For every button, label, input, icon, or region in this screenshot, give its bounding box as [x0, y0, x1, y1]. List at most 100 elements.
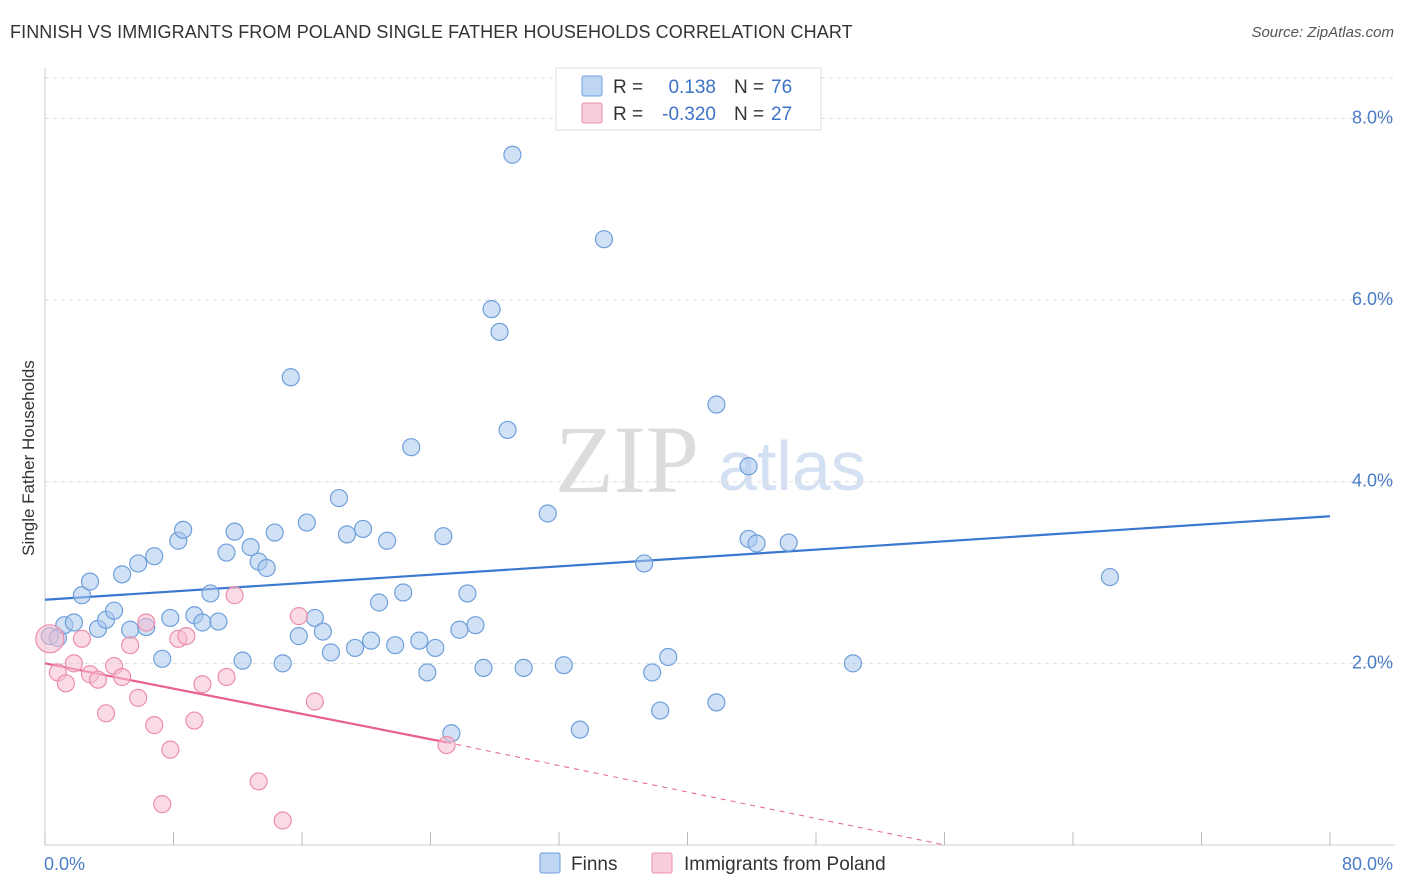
- point-finns: [321, 643, 341, 662]
- point-finns: [490, 322, 509, 341]
- point-finns: [112, 565, 132, 584]
- point-poland: [305, 692, 324, 711]
- point-finns: [193, 613, 212, 632]
- point-finns: [739, 457, 758, 476]
- point-finns: [353, 519, 373, 539]
- point-finns: [503, 145, 522, 164]
- point-poland: [121, 636, 140, 655]
- trend-line-poland: [44, 662, 447, 744]
- point-finns: [843, 654, 863, 673]
- point-finns: [370, 593, 389, 612]
- bottom-legend-swatch-poland: [651, 852, 673, 874]
- point-finns: [482, 300, 501, 319]
- bottom-legend-label-poland: Immigrants from Poland: [684, 854, 886, 875]
- point-finns: [145, 547, 164, 566]
- point-finns: [121, 620, 140, 639]
- point-finns: [659, 647, 678, 667]
- point-finns: [450, 620, 469, 639]
- chart-source: Source: ZipAtlas.com: [1251, 24, 1394, 41]
- point-poland: [112, 667, 132, 687]
- point-finns: [538, 504, 557, 523]
- point-finns: [225, 522, 244, 541]
- gridlines: [45, 77, 1395, 664]
- x-tick-label-end: 80.0%: [1342, 854, 1393, 874]
- series-legend: Finns Immigrants from Poland: [539, 852, 886, 875]
- point-finns: [161, 608, 180, 628]
- point-finns: [394, 583, 413, 602]
- point-poland: [161, 740, 180, 759]
- point-poland: [96, 704, 116, 723]
- point-finns: [104, 601, 124, 620]
- point-finns: [174, 520, 193, 539]
- point-finns: [1100, 567, 1120, 587]
- axes: [44, 68, 1395, 846]
- data-points: [35, 145, 1120, 830]
- legend-swatch-poland: [581, 102, 603, 124]
- point-poland: [437, 735, 456, 755]
- legend-r-value: -0.320: [662, 104, 716, 125]
- point-finns: [337, 525, 357, 544]
- point-finns: [217, 543, 236, 562]
- point-poland: [64, 654, 84, 673]
- point-finns: [707, 395, 726, 414]
- point-finns: [64, 613, 84, 632]
- point-finns: [80, 572, 100, 591]
- point-poland: [177, 627, 196, 646]
- legend-n-value: 76: [771, 77, 792, 98]
- point-finns: [265, 523, 284, 542]
- point-finns: [361, 631, 381, 650]
- y-axis-title: Single Father Households: [19, 360, 38, 556]
- correlation-legend: R = 0.138 N = 76 R = -0.320 N = 27: [555, 67, 822, 131]
- point-finns: [474, 658, 493, 677]
- y-tick-label: 8.0%: [1352, 107, 1393, 127]
- point-poland: [273, 811, 292, 830]
- legend-r-value: 0.138: [668, 77, 716, 98]
- legend-n-label: N =: [734, 104, 764, 125]
- point-finns: [281, 368, 300, 387]
- point-finns: [466, 616, 485, 635]
- legend-r-label: R =: [613, 77, 643, 98]
- point-finns: [386, 636, 405, 655]
- point-poland: [225, 586, 244, 605]
- watermark-zip: ZIP: [555, 406, 699, 513]
- point-finns: [345, 638, 365, 658]
- point-poland: [249, 772, 268, 791]
- y-tick-label: 2.0%: [1352, 652, 1393, 672]
- point-finns: [594, 230, 614, 249]
- point-poland: [35, 624, 65, 654]
- point-finns: [410, 631, 429, 650]
- y-axis-ticks: 2.0% 4.0% 6.0% 8.0%: [1352, 107, 1393, 672]
- legend-n-label: N =: [734, 77, 764, 98]
- legend-swatch-finns: [581, 75, 603, 97]
- point-finns: [273, 654, 292, 673]
- point-poland: [289, 607, 308, 626]
- point-finns: [434, 527, 453, 546]
- point-poland: [217, 667, 236, 687]
- point-poland: [145, 716, 164, 735]
- point-finns: [209, 612, 228, 631]
- bottom-legend-label-finns: Finns: [571, 854, 617, 875]
- y-tick-label: 4.0%: [1352, 471, 1393, 491]
- point-poland: [185, 711, 204, 730]
- point-finns: [426, 638, 445, 658]
- point-finns: [289, 627, 308, 646]
- point-poland: [72, 629, 92, 648]
- point-finns: [514, 658, 533, 677]
- point-finns: [153, 649, 172, 668]
- point-finns: [554, 656, 573, 675]
- point-finns: [257, 558, 276, 578]
- point-finns: [241, 537, 260, 557]
- point-finns: [402, 438, 421, 457]
- x-axis-ticks: [44, 832, 1331, 845]
- point-finns: [129, 554, 148, 573]
- trend-line-finns: [44, 515, 1331, 601]
- point-finns: [651, 701, 670, 720]
- point-finns: [201, 584, 220, 603]
- chart-title: FINNISH VS IMMIGRANTS FROM POLAND SINGLE…: [10, 22, 853, 42]
- point-poland: [56, 674, 75, 693]
- point-finns: [297, 513, 316, 532]
- point-finns: [779, 533, 798, 552]
- point-poland: [153, 795, 172, 814]
- y-tick-label: 6.0%: [1352, 289, 1393, 309]
